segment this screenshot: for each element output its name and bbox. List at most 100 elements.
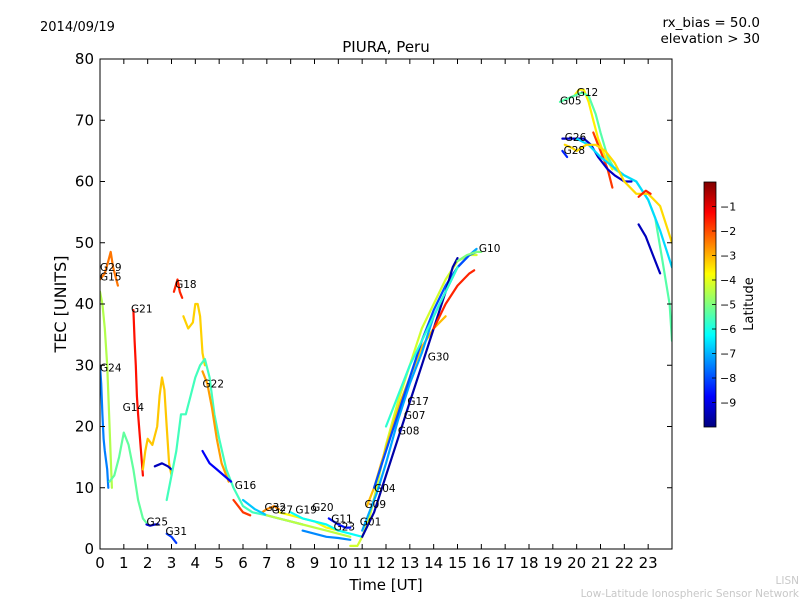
x-tick-label: 15 [448, 554, 467, 572]
x-tick-label: 6 [238, 554, 248, 572]
series-g21 [132, 309, 144, 477]
series-g14 [108, 431, 149, 526]
sat-label-g10: G10 [479, 243, 501, 255]
series-g07 [361, 257, 459, 538]
y-tick-label: 80 [75, 50, 94, 68]
y-axis-ticks: 0 10 20 30 40 50 60 70 80 [75, 50, 672, 558]
series-g31b [153, 462, 173, 471]
sat-label-g27: G27 [272, 505, 294, 517]
x-tick-label: 23 [639, 554, 658, 572]
sat-label-g19: G19 [295, 505, 317, 517]
sat-label-g30: G30 [428, 351, 450, 363]
y-tick-label: 30 [75, 356, 94, 374]
series-g22b [201, 370, 230, 483]
y-tick-label: 60 [75, 173, 94, 191]
series-g05 [558, 91, 672, 342]
sat-label-g11: G11 [331, 514, 353, 526]
x-tick-label: 4 [191, 554, 201, 572]
sat-label-g20: G20 [312, 502, 334, 514]
sat-label-g16: G16 [235, 480, 257, 492]
series-g22 [165, 358, 268, 517]
series-g28b [561, 149, 569, 159]
sat-label-g15: G15 [100, 272, 122, 284]
sat-label-g26: G26 [565, 132, 587, 144]
x-tick-label: 11 [353, 554, 372, 572]
colorbar-tick-label: −9 [720, 397, 736, 410]
series-g11 [289, 511, 364, 538]
x-tick-label: 2 [143, 554, 153, 572]
sat-label-g07: G07 [404, 410, 426, 422]
colorbar-tick-label: −7 [720, 348, 736, 361]
y-tick-label: 50 [75, 234, 94, 252]
x-tick-label: 9 [310, 554, 320, 572]
series-g25 [145, 523, 160, 527]
colorbar-label: Latitude [742, 277, 757, 331]
sat-label-g01: G01 [360, 517, 382, 529]
sat-label-g05: G05 [560, 95, 582, 107]
series-g23 [327, 517, 352, 529]
chart-title: PIURA, Peru [342, 38, 429, 56]
series-g32 [261, 505, 280, 514]
y-tick-label: 20 [75, 418, 94, 436]
y-tick-label: 40 [75, 295, 94, 313]
x-tick-label: 8 [286, 554, 296, 572]
colorbar-tick-label: −2 [720, 225, 736, 238]
sat-label-g18: G18 [175, 279, 197, 291]
sat-label-g04: G04 [374, 483, 396, 495]
sat-label-g29: G29 [100, 262, 122, 274]
x-tick-label: 0 [95, 554, 105, 572]
sat-label-g32: G32 [265, 502, 287, 514]
colorbar-ticks: −1 −2 −3 −4 −5 −6 −7 −8 −9 [712, 201, 736, 410]
sat-label-g23: G23 [334, 522, 356, 534]
x-tick-label: 18 [519, 554, 538, 572]
sat-label-g22: G22 [203, 378, 225, 390]
x-tick-label: 16 [472, 554, 491, 572]
series-g29 [100, 250, 119, 287]
series-g16b [232, 498, 252, 517]
series-g13 [637, 223, 662, 275]
y-axis-label: TEC [UNITS] [51, 256, 70, 354]
sat-label-g08: G08 [398, 426, 420, 438]
x-axis-label: Time [UT] [348, 576, 422, 594]
sat-label-g09: G09 [365, 499, 387, 511]
elevation-label: elevation > 30 [660, 31, 760, 47]
x-tick-label: 21 [591, 554, 610, 572]
series-g12 [573, 88, 614, 171]
x-tick-label: 10 [329, 554, 348, 572]
series-layer [100, 88, 672, 547]
series-g30 [384, 266, 459, 428]
sat-label-g12: G12 [577, 87, 599, 99]
sat-label-g24: G24 [100, 362, 122, 374]
sat-label-g25: G25 [147, 517, 169, 529]
x-tick-label: 5 [214, 554, 224, 572]
series-g17 [373, 250, 478, 489]
footer-org-full: Low-Latitude Ionospheric Sensor Network [581, 588, 800, 600]
series-g14b [141, 376, 173, 477]
colorbar-tick-label: −8 [720, 372, 736, 385]
colorbar-tick-label: −4 [720, 274, 736, 287]
y-tick-label: 70 [75, 111, 94, 129]
x-tick-label: 20 [567, 554, 586, 572]
y-tick-label: 10 [75, 479, 94, 497]
x-tick-label: 22 [615, 554, 634, 572]
x-tick-label: 14 [424, 554, 443, 572]
rx-bias-label: rx_bias = 50.0 [662, 15, 760, 31]
colorbar-tick-label: −3 [720, 250, 736, 263]
x-tick-label: 1 [119, 554, 129, 572]
colorbar-tick-label: −1 [720, 201, 736, 214]
series-g31 [165, 532, 178, 544]
series-g18 [172, 278, 184, 299]
x-tick-label: 12 [376, 554, 395, 572]
x-tick-label: 13 [400, 554, 419, 572]
series-g26b [575, 137, 672, 269]
sat-label-g31: G31 [166, 526, 188, 538]
colorbar-tick-label: −6 [720, 323, 736, 336]
footer-org-short: LISN [776, 575, 799, 587]
sat-label-g14: G14 [123, 402, 145, 414]
series-g23b [301, 529, 352, 541]
sat-label-g21: G21 [131, 304, 153, 316]
x-tick-label: 3 [167, 554, 177, 572]
sat-label-g28: G28 [564, 145, 586, 157]
